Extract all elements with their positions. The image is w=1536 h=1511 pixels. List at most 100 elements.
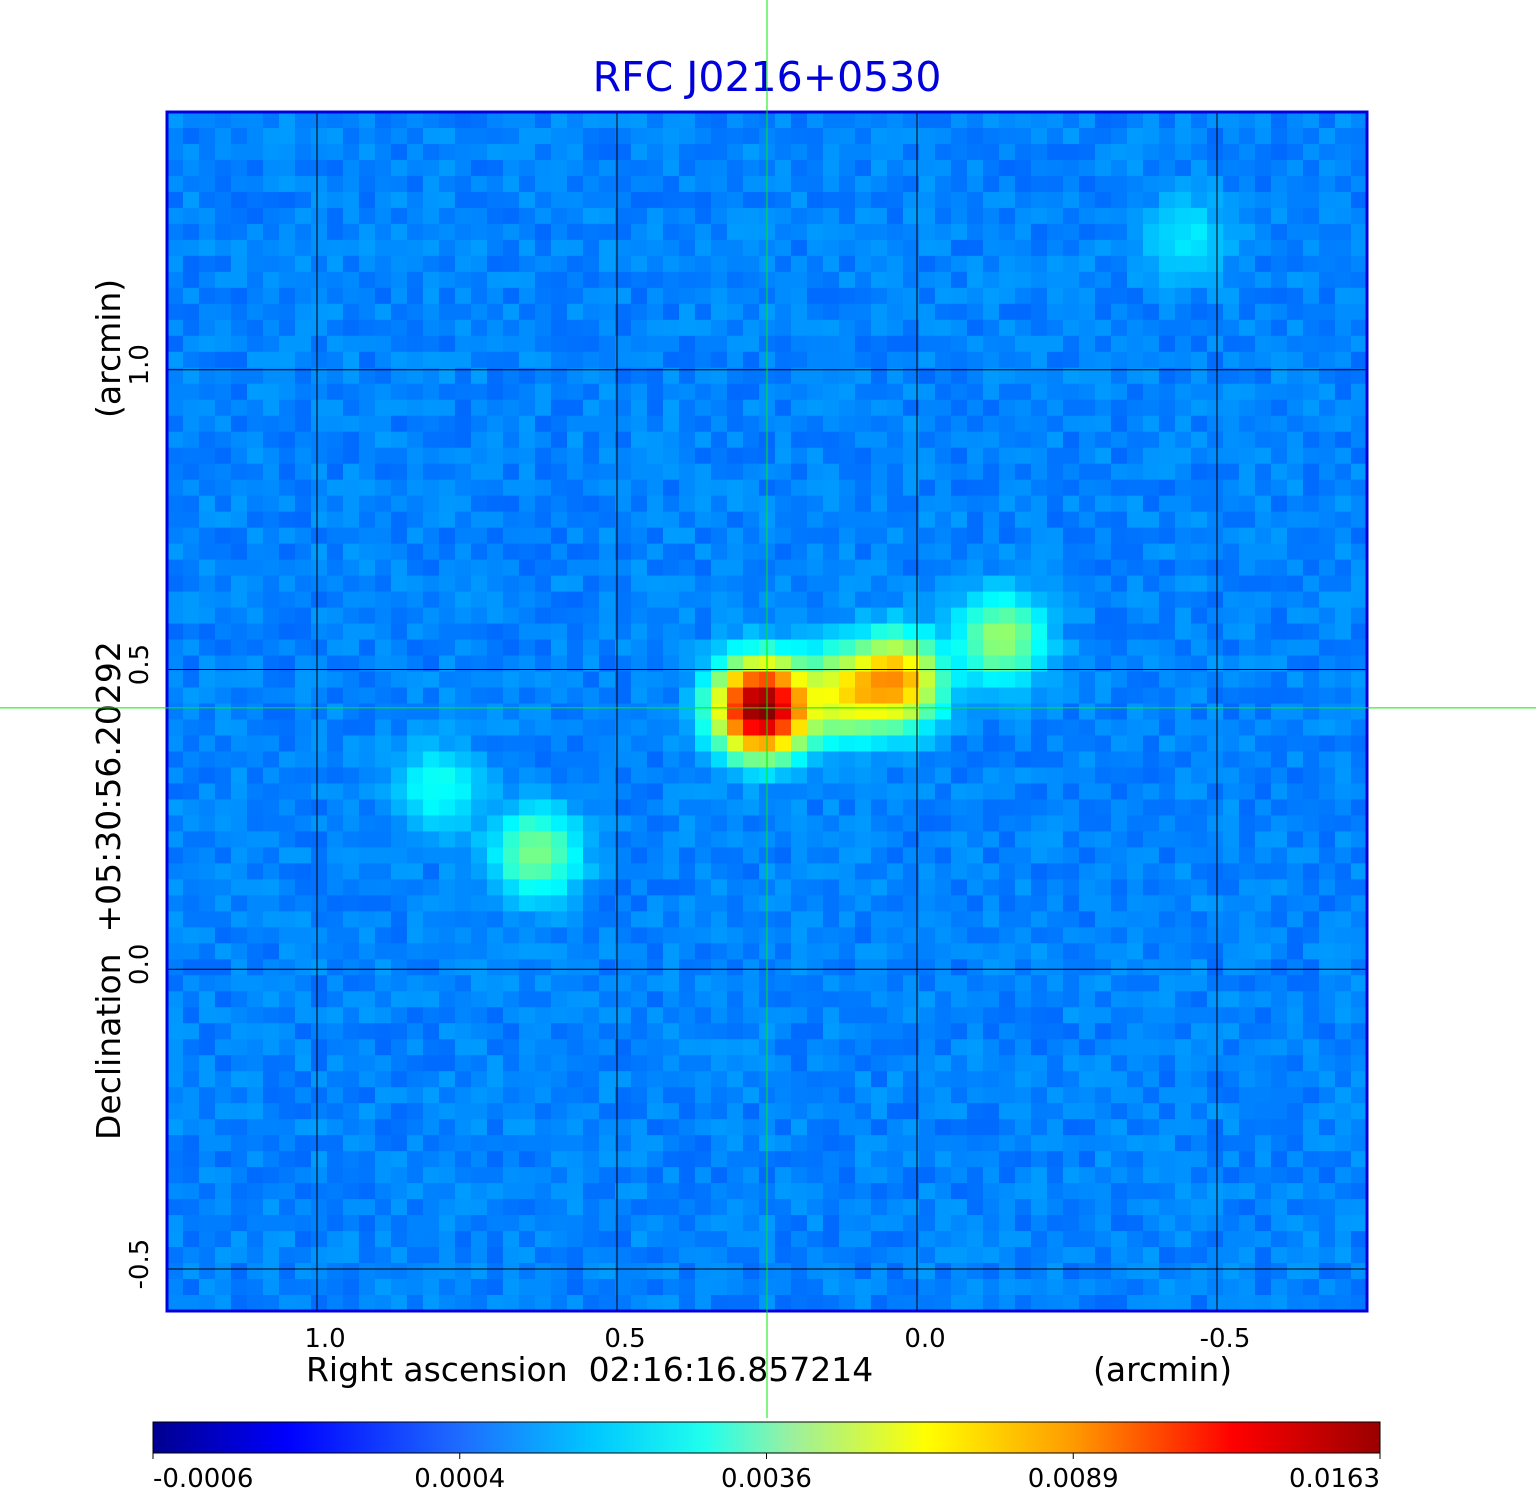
flux-pixel — [1271, 431, 1288, 449]
flux-pixel — [743, 767, 760, 785]
flux-pixel — [951, 367, 968, 385]
flux-pixel — [1287, 911, 1304, 928]
flux-pixel — [1111, 623, 1128, 641]
flux-pixel — [823, 223, 840, 241]
flux-pixel — [583, 143, 600, 161]
flux-pixel — [231, 511, 248, 529]
flux-pixel — [327, 223, 344, 241]
flux-pixel — [535, 175, 552, 193]
flux-pixel — [199, 447, 216, 465]
flux-pixel — [1255, 799, 1272, 817]
flux-pixel — [535, 303, 552, 321]
flux-pixel — [743, 703, 760, 721]
flux-pixel — [343, 991, 360, 1008]
flux-pixel — [471, 1039, 488, 1056]
flux-pixel — [791, 655, 808, 673]
flux-pixel — [567, 303, 584, 321]
flux-pixel — [503, 799, 520, 817]
flux-pixel — [343, 1087, 360, 1104]
flux-pixel — [567, 751, 584, 769]
flux-pixel — [1223, 831, 1240, 848]
flux-pixel — [679, 1071, 696, 1088]
flux-pixel — [887, 1023, 904, 1040]
flux-pixel — [663, 303, 680, 321]
flux-pixel — [887, 159, 904, 177]
flux-pixel — [551, 399, 568, 417]
flux-pixel — [183, 623, 200, 641]
flux-pixel — [951, 943, 968, 960]
flux-pixel — [1047, 1007, 1064, 1024]
flux-pixel — [1175, 463, 1192, 481]
flux-pixel — [919, 1039, 936, 1056]
flux-pixel — [1223, 1039, 1240, 1056]
flux-pixel — [471, 655, 488, 673]
flux-pixel — [695, 175, 712, 193]
flux-pixel — [839, 527, 856, 545]
flux-pixel — [631, 767, 648, 785]
flux-pixel — [1335, 895, 1352, 912]
flux-pixel — [1207, 607, 1224, 625]
flux-pixel — [295, 303, 312, 321]
flux-pixel — [775, 335, 792, 353]
flux-pixel — [1319, 1135, 1336, 1152]
flux-pixel — [1335, 191, 1352, 209]
flux-pixel — [743, 1151, 760, 1168]
flux-pixel — [999, 415, 1016, 433]
flux-pixel — [343, 351, 360, 369]
flux-pixel — [807, 895, 824, 912]
flux-pixel — [1319, 719, 1336, 737]
flux-pixel — [967, 1007, 984, 1024]
flux-pixel — [823, 479, 840, 497]
flux-pixel — [295, 927, 312, 944]
flux-pixel — [1303, 479, 1320, 497]
flux-pixel — [583, 831, 600, 848]
flux-pixel — [1015, 671, 1032, 689]
flux-pixel — [1319, 383, 1336, 401]
flux-pixel — [519, 639, 536, 657]
flux-pixel — [743, 479, 760, 497]
flux-pixel — [871, 175, 888, 193]
flux-pixel — [423, 447, 440, 465]
flux-pixel — [839, 703, 856, 721]
flux-pixel — [1063, 335, 1080, 353]
flux-pixel — [183, 335, 200, 353]
flux-pixel — [1287, 1151, 1304, 1168]
flux-pixel — [1223, 255, 1240, 273]
flux-pixel — [631, 671, 648, 689]
flux-pixel — [327, 719, 344, 737]
flux-pixel — [855, 1023, 872, 1040]
flux-pixel — [743, 1103, 760, 1120]
flux-pixel — [727, 367, 744, 385]
flux-pixel — [247, 383, 264, 401]
flux-pixel — [615, 655, 632, 673]
flux-pixel — [1047, 239, 1064, 257]
flux-pixel — [1255, 1055, 1272, 1072]
flux-pixel — [631, 351, 648, 369]
flux-pixel — [967, 1119, 984, 1136]
flux-pixel — [199, 991, 216, 1008]
flux-pixel — [167, 319, 184, 337]
flux-pixel — [567, 719, 584, 737]
flux-pixel — [407, 159, 424, 177]
flux-pixel — [631, 1151, 648, 1168]
flux-pixel — [631, 1007, 648, 1024]
flux-pixel — [679, 303, 696, 321]
flux-pixel — [839, 399, 856, 417]
flux-pixel — [855, 943, 872, 960]
flux-pixel — [263, 895, 280, 912]
flux-pixel — [519, 239, 536, 257]
flux-pixel — [983, 175, 1000, 193]
flux-pixel — [1223, 703, 1240, 721]
flux-pixel — [935, 879, 952, 896]
flux-pixel — [871, 1023, 888, 1040]
flux-pixel — [1095, 319, 1112, 337]
flux-pixel — [327, 1055, 344, 1072]
flux-pixel — [647, 943, 664, 960]
flux-pixel — [647, 927, 664, 944]
flux-pixel — [519, 383, 536, 401]
flux-pixel — [631, 799, 648, 817]
flux-pixel — [807, 175, 824, 193]
flux-pixel — [1271, 239, 1288, 257]
flux-pixel — [1223, 655, 1240, 673]
flux-pixel — [503, 607, 520, 625]
